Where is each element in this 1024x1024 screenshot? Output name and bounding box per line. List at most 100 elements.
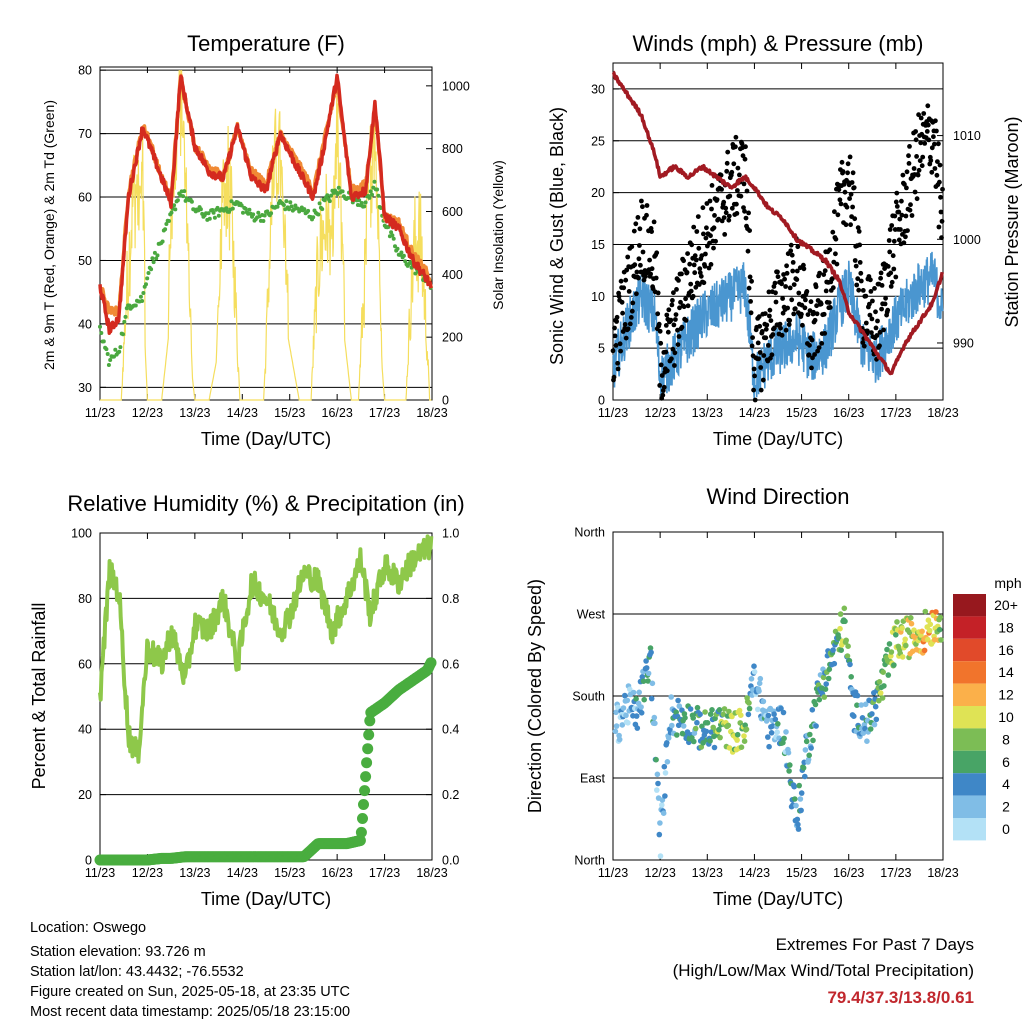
direction-point: [703, 728, 710, 735]
gust-point: [639, 198, 644, 204]
gust-point: [627, 321, 633, 327]
gust-point: [929, 145, 935, 151]
direction-point: [831, 660, 838, 667]
gust-point: [836, 187, 842, 193]
direction-point: [847, 661, 853, 668]
gust-point: [822, 268, 828, 274]
gust-point: [856, 229, 862, 234]
gust-point: [791, 282, 797, 287]
dewpoint-point: [281, 203, 286, 207]
dewpoint-point: [363, 200, 368, 205]
gust-point: [826, 300, 832, 305]
gust-point: [676, 334, 682, 339]
gust-point: [907, 207, 913, 213]
dewpoint-point: [122, 319, 127, 324]
rh-ytick-label: 80: [78, 592, 92, 606]
temp-xtick-label: 15/23: [274, 406, 305, 420]
direction-point: [885, 672, 892, 678]
direction-point: [648, 695, 655, 702]
direction-point: [654, 787, 660, 793]
dewpoint-point: [98, 324, 102, 329]
direction-point: [656, 831, 663, 838]
direction-point: [741, 733, 747, 739]
direction-point: [613, 709, 619, 716]
colorbar-label: 8: [1002, 731, 1010, 747]
direction-point: [805, 756, 812, 763]
gust-point: [688, 288, 694, 294]
gust-point: [697, 266, 703, 272]
gust-point: [621, 285, 627, 291]
gust-point: [612, 325, 617, 331]
gust-point: [821, 311, 827, 317]
direction-point: [893, 632, 899, 638]
direction-point: [766, 743, 772, 750]
direction-point: [837, 611, 844, 617]
gust-point: [925, 122, 931, 128]
gust-point: [869, 330, 874, 335]
gust-point: [845, 161, 851, 167]
rh-xtick-label: 12/23: [132, 866, 163, 880]
gust-point: [663, 349, 669, 355]
gust-point: [936, 224, 942, 230]
gust-point: [894, 204, 900, 209]
gust-point: [869, 316, 875, 322]
gust-point: [772, 280, 778, 286]
dir-xtick-label: 11/23: [598, 866, 628, 880]
direction-point: [633, 713, 640, 719]
gust-point: [932, 166, 938, 171]
gust-point: [899, 198, 904, 204]
gust-point: [921, 111, 927, 116]
gust-point: [827, 247, 833, 253]
gust-point: [796, 290, 802, 296]
gust-point: [689, 242, 695, 248]
dir-xtick-label: 14/23: [739, 866, 770, 880]
gust-point: [777, 321, 783, 327]
direction-point: [619, 722, 626, 728]
gust-point: [829, 276, 835, 282]
gust-point: [934, 128, 939, 134]
temp-y2tick-label: 800: [442, 142, 463, 156]
gust-point: [914, 154, 919, 159]
dewpoint-point: [121, 332, 125, 337]
gust-point: [672, 363, 677, 368]
gust-point: [640, 204, 645, 210]
gust-point: [933, 118, 938, 124]
footer-recent: Most recent data timestamp: 2025/05/18 2…: [30, 1004, 351, 1020]
gust-point: [806, 352, 812, 358]
wind-ytick-label: 0: [598, 394, 605, 408]
gust-point: [751, 387, 756, 393]
gust-point: [763, 326, 769, 332]
gust-point: [800, 322, 805, 328]
gust-point: [845, 170, 850, 176]
gust-point: [712, 213, 717, 218]
dewpoint-point: [393, 244, 397, 249]
dewpoint-point: [133, 303, 138, 308]
gust-point: [908, 202, 913, 208]
gust-point: [914, 196, 920, 202]
colorbar-swatch: [953, 638, 986, 662]
gust-point: [679, 324, 685, 330]
gust-point: [714, 197, 720, 203]
direction-point: [659, 797, 666, 803]
gust-point: [616, 293, 622, 299]
dewpoint-point: [117, 349, 122, 354]
gust-point: [885, 264, 891, 269]
direction-point: [908, 620, 915, 627]
gust-point: [719, 187, 724, 192]
gust-point: [821, 272, 827, 277]
gust-point: [789, 297, 795, 303]
gust-point: [661, 384, 667, 390]
gust-point: [623, 335, 629, 341]
gust-point: [626, 289, 632, 294]
gust-point: [746, 285, 752, 291]
dewpoint-point: [207, 216, 212, 221]
temp-2m-line: [98, 73, 433, 335]
gust-point: [778, 325, 783, 331]
direction-point: [869, 711, 875, 717]
gust-point: [775, 274, 781, 280]
gust-point: [634, 291, 639, 297]
gust-point: [751, 366, 757, 372]
rh-xtick-label: 18/23: [416, 866, 447, 880]
gust-point: [698, 273, 704, 279]
